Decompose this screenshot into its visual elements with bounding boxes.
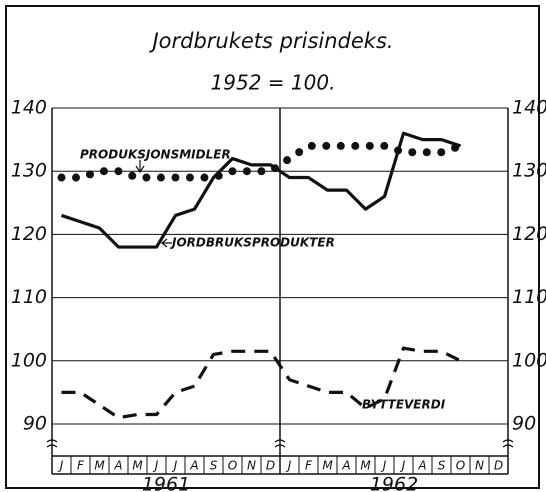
axis-break: [502, 439, 514, 448]
x-tick-label: F: [305, 459, 313, 473]
x-tick-label: M: [360, 459, 371, 473]
x-tick-label: S: [210, 459, 218, 473]
x-tick-label: M: [94, 459, 105, 473]
axis-break: [274, 439, 286, 448]
x-tick-label: S: [438, 459, 446, 473]
x-tick-label: A: [417, 459, 426, 473]
y-tick-label: 120: [11, 223, 47, 245]
chart-title: Jordbrukets prisindeks.: [148, 29, 393, 53]
x-tick-label: O: [456, 459, 465, 473]
y-tick-label: 130: [11, 160, 47, 182]
x-tick-label: J: [153, 459, 159, 473]
year-label: 1961: [142, 474, 190, 492]
annotation-arrow: [135, 160, 145, 174]
x-tick-label: J: [58, 459, 64, 473]
x-tick-label: O: [228, 459, 237, 473]
x-tick-label: A: [189, 459, 198, 473]
series-annotation: PRODUKSJONSMIDLER: [80, 148, 231, 162]
y-tick-label: 110: [11, 286, 47, 308]
x-tick-label: A: [341, 459, 350, 473]
x-tick-label: J: [172, 459, 178, 473]
y-tick-label: 90: [512, 413, 536, 435]
annotation-arrow: [161, 238, 172, 248]
series-line: [60, 131, 462, 249]
series-annotation: JORDBRUKSPRODUKTER: [170, 236, 335, 250]
y-tick-label: 100: [512, 349, 546, 371]
y-tick-label: 140: [512, 97, 546, 119]
x-tick-label: D: [494, 459, 503, 473]
y-tick-label: 130: [512, 160, 546, 182]
y-tick-label: 90: [23, 413, 47, 435]
x-tick-label: N: [247, 459, 256, 473]
x-tick-label: J: [286, 459, 292, 473]
series-annotation: BYTTEVERDI: [362, 398, 446, 412]
y-tick-label: 100: [11, 349, 47, 371]
series-line: [57, 141, 465, 182]
x-tick-label: A: [113, 459, 122, 473]
x-tick-label: D: [266, 459, 275, 473]
series-line: [61, 346, 462, 420]
x-tick-label: J: [381, 459, 387, 473]
y-tick-label: 120: [512, 223, 546, 245]
x-tick-label: F: [77, 459, 85, 473]
x-tick-label: M: [322, 459, 333, 473]
axis-break: [46, 439, 58, 448]
x-tick-label: M: [132, 459, 143, 473]
x-tick-label: J: [400, 459, 406, 473]
chart-subtitle: 1952 = 100.: [211, 71, 336, 95]
frame: [5, 5, 540, 489]
y-tick-label: 110: [512, 286, 546, 308]
year-label: 1962: [370, 474, 418, 492]
y-tick-label: 140: [11, 97, 47, 119]
x-tick-label: N: [475, 459, 484, 473]
